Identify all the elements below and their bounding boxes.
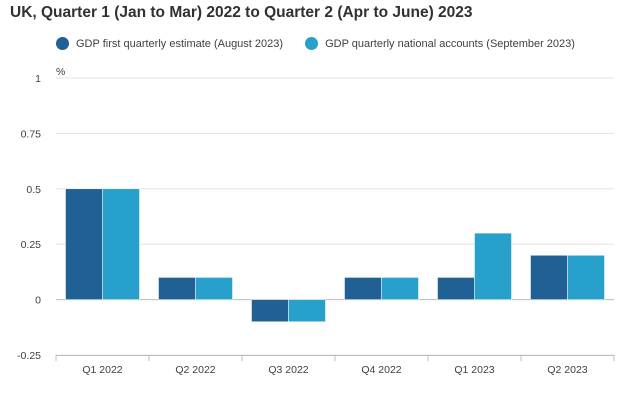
bar-first-estimate bbox=[65, 188, 103, 300]
x-tick-label: Q4 2022 bbox=[361, 364, 401, 376]
bar-first-estimate bbox=[158, 277, 196, 300]
x-tick-label: Q2 2023 bbox=[547, 364, 587, 376]
bar-national-accounts bbox=[102, 188, 140, 300]
bars bbox=[65, 188, 605, 323]
x-tick-label: Q1 2022 bbox=[82, 364, 122, 376]
legend-label-national-accounts: GDP quarterly national accounts (Septemb… bbox=[325, 37, 575, 50]
bar-national-accounts bbox=[381, 277, 419, 300]
y-axis-unit-label: % bbox=[56, 66, 65, 78]
legend-swatch-national-accounts bbox=[305, 37, 319, 50]
bar-first-estimate bbox=[251, 299, 289, 323]
legend-swatch-first-estimate bbox=[56, 37, 69, 50]
y-tick-label: 0.5 bbox=[26, 184, 41, 196]
legend-item-national-accounts: GDP quarterly national accounts (Septemb… bbox=[305, 37, 575, 50]
chart-legend: GDP first quarterly estimate (August 202… bbox=[56, 37, 575, 50]
x-tick-label: Q2 2022 bbox=[175, 364, 215, 376]
y-tick-label: 0.75 bbox=[21, 128, 42, 140]
bar-first-estimate bbox=[437, 277, 475, 300]
x-tick-label: Q3 2022 bbox=[268, 364, 308, 376]
bar-first-estimate bbox=[530, 255, 568, 300]
legend-item-first-estimate: GDP first quarterly estimate (August 202… bbox=[56, 37, 283, 50]
y-tick-label: 0.25 bbox=[21, 239, 42, 251]
bar-national-accounts bbox=[288, 299, 326, 323]
y-tick-label: -0.25 bbox=[17, 350, 41, 362]
bar-national-accounts bbox=[567, 255, 605, 300]
chart-title: UK, Quarter 1 (Jan to Mar) 2022 to Quart… bbox=[10, 4, 473, 21]
x-tick-label: Q1 2023 bbox=[454, 364, 494, 376]
y-tick-label: 0 bbox=[35, 295, 41, 307]
legend-label-first-estimate: GDP first quarterly estimate (August 202… bbox=[76, 37, 284, 50]
bar-first-estimate bbox=[344, 277, 382, 300]
bar-national-accounts bbox=[195, 277, 233, 300]
x-axis: Q1 2022 Q2 2022 Q3 2022 Q4 2022 Q1 2023 Q2 20… bbox=[55, 355, 615, 376]
y-axis: % 1 0.75 0.5 0.25 0 -0.25 bbox=[17, 66, 65, 362]
bar-national-accounts bbox=[474, 232, 512, 300]
y-tick-label: 1 bbox=[35, 73, 41, 85]
